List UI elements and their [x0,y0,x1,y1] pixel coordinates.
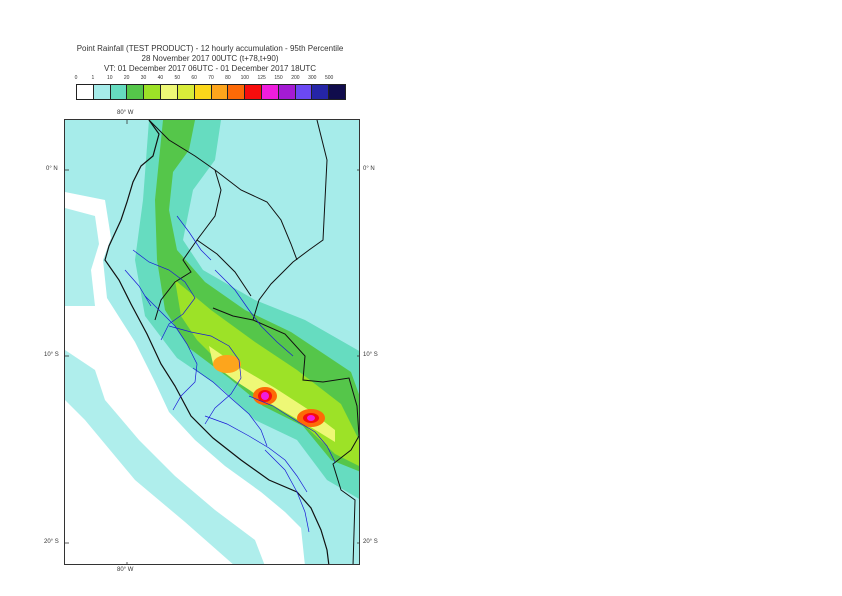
legend-swatch [194,85,212,99]
legend-tick-label: 0 [74,75,78,81]
legend-tick-label: 40 [157,75,164,81]
legend-tick-label: 60 [191,75,197,81]
lat-label-left-0: 0° N [46,166,58,172]
rain-core-magenta-2 [261,392,269,400]
legend-swatch [110,85,128,99]
lat-label-right-10: 10° S [363,352,378,358]
legend-swatch [329,85,345,99]
lon-label-bottom: 80° W [117,567,134,573]
country-border-north [148,120,222,321]
legend-tick-label: 500 [324,75,334,81]
legend-tick-label: 30 [140,75,147,81]
legend-swatch [228,85,246,99]
rain-core-orange-1 [213,355,241,373]
lat-label-left-10: 10° S [44,352,59,358]
legend-tick-label: 125 [257,75,266,81]
legend-tick-label: 80 [225,75,231,81]
legend-swatch [144,85,162,99]
legend-tick-label: 100 [240,75,249,81]
title-line-3: VT: 01 December 2017 06UTC - 01 December… [103,64,317,73]
country-border-east [252,120,359,564]
legend-tick-label: 20 [123,75,130,81]
rain-core-magenta-3 [307,415,315,421]
cyan-coastal-sliver [65,350,265,564]
legend-swatch [261,85,279,99]
legend-tick-label: 1 [91,75,95,81]
lat-label-right-0: 0° N [363,166,375,172]
legend-swatch [278,85,296,99]
country-border-inner [196,169,298,321]
legend-swatch [177,85,195,99]
legend-swatch [93,85,111,99]
legend-swatch [295,85,313,99]
legend-swatch [127,85,145,99]
legend-tick-label: 300 [308,75,317,81]
legend-tick-label: 200 [291,75,300,81]
title-line-1: Point Rainfall (TEST PRODUCT) - 12 hourl… [76,44,344,53]
legend-swatch [211,85,229,99]
region-boundaries [124,215,336,533]
lat-label-right-20: 20° S [363,539,378,545]
color-legend [76,84,346,100]
rainfall-map [64,119,360,565]
graticule-ticks [65,120,359,564]
lat-label-left-20: 20° S [44,539,59,545]
title-line-2: 28 November 2017 00UTC (t+78,t+90) [141,54,279,63]
legend-tick-label: 50 [174,75,181,81]
coastline [104,120,330,564]
legend-swatch [161,85,178,99]
legend-tick-label: 70 [208,75,214,81]
legend-swatch [312,85,330,99]
ocean-region [65,192,305,564]
lon-label-top: 80° W [117,110,134,116]
cyan-offshore-band [65,208,99,306]
legend-swatch [245,85,262,99]
map-svg [65,120,359,564]
legend-tick-label: 10 [106,75,113,81]
legend-tick-label: 150 [274,75,283,81]
legend-swatch [77,85,94,99]
